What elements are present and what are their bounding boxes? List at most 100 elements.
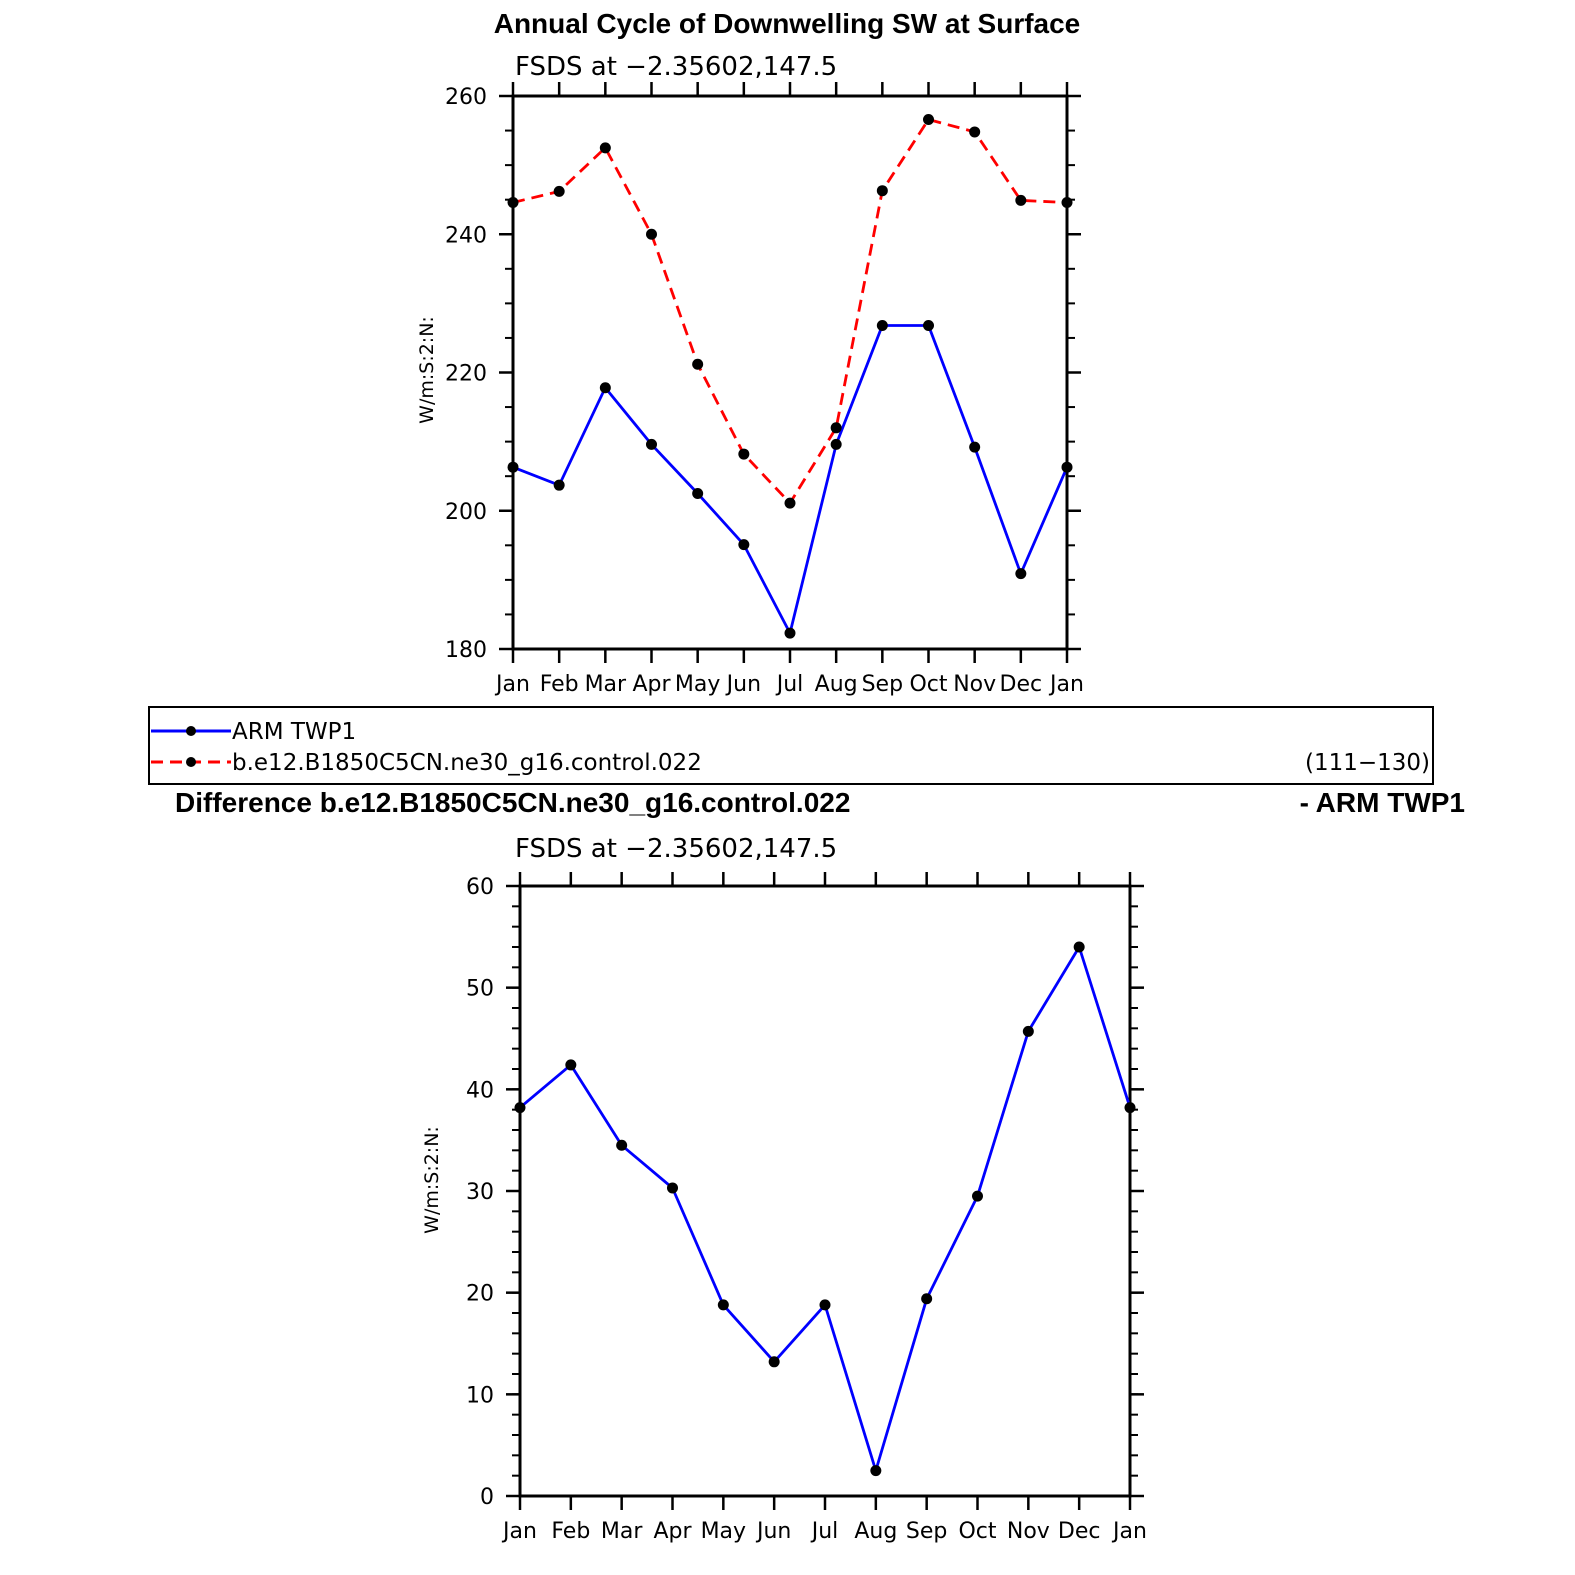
data-point (830, 422, 842, 434)
series-line-0 (512, 324, 1069, 635)
panel-annual-cycle: Annual Cycle of Downwelling SW at Surfac… (416, 8, 1084, 697)
y-tick-label: 20 (466, 1282, 494, 1307)
y-tick-label: 260 (445, 85, 487, 110)
series-line-0 (519, 945, 1132, 1472)
data-point (876, 319, 888, 331)
y-tick-label: 200 (445, 500, 487, 525)
data-point (1015, 568, 1027, 580)
data-point (646, 438, 657, 450)
x-tick-label: Mar (585, 672, 627, 697)
plot-area-difference: Jan Feb Mar Apr May Jun Jul Aug Sep Oct Nov Dec Jan 0… (466, 872, 1147, 1544)
y-tick-label: 10 (466, 1383, 494, 1408)
y-tick-label: 220 (445, 362, 487, 387)
difference-title-right: - ARM TWP1 (1300, 787, 1465, 818)
data-point (870, 1465, 882, 1477)
legend-marker-arm (186, 726, 196, 736)
data-point (514, 1102, 526, 1114)
data-point (565, 1059, 577, 1071)
y-tick-label: 240 (445, 223, 487, 248)
data-point (1073, 941, 1085, 953)
x-tick-label: May (701, 1519, 746, 1544)
data-point (830, 438, 842, 450)
legend-marker-model (186, 757, 196, 767)
data-point (1061, 196, 1073, 208)
data-point (553, 185, 565, 197)
chart-subtitle: FSDS at −2.35602,147.5 (515, 52, 837, 82)
data-point (784, 627, 796, 639)
data-point (1061, 461, 1073, 473)
legend-label-arm: ARM TWP1 (232, 719, 356, 745)
plot-area-annual-cycle: Jan Feb Mar Apr May Jun Jul Aug Sep Oct Nov Dec Jan1… (445, 82, 1084, 697)
data-point (738, 539, 750, 551)
data-point (1124, 1102, 1136, 1114)
data-point (784, 497, 796, 509)
data-point (876, 185, 888, 197)
data-point (738, 448, 750, 460)
legend: ARM TWP1 b.e12.B1850C5CN.ne30_g16.contro… (148, 706, 1434, 785)
legend-label-model: b.e12.B1850C5CN.ne30_g16.control.022 (232, 750, 702, 776)
x-tick-label: Jul (810, 1519, 839, 1544)
data-point (923, 114, 934, 126)
y-tick-label: 40 (466, 1078, 494, 1103)
data-point (1022, 1025, 1034, 1037)
x-tick-label: Aug (815, 672, 858, 697)
data-point (921, 1293, 933, 1305)
x-tick-label: Nov (1007, 1519, 1050, 1544)
y-tick-label: 30 (466, 1180, 494, 1205)
x-tick-label: Jan (1111, 1519, 1147, 1544)
y-axis-label: W/m:S:2:N: (416, 316, 438, 424)
plot-frame (518, 884, 1132, 1498)
x-tick-label: Feb (551, 1519, 590, 1544)
data-point (969, 441, 981, 453)
x-tick-label: Dec (1000, 672, 1043, 697)
chart-title: Annual Cycle of Downwelling SW at Surfac… (494, 8, 1081, 39)
y-tick-label: 50 (466, 977, 494, 1002)
difference-title: Difference b.e12.B1850C5CN.ne30_g16.cont… (175, 787, 850, 818)
difference-subtitle: FSDS at −2.35602,147.5 (515, 834, 837, 864)
x-tick-label: May (675, 672, 720, 697)
plot-frame (511, 94, 1069, 651)
data-point (819, 1299, 831, 1311)
x-tick-label: Sep (906, 1519, 947, 1544)
data-point (969, 126, 981, 138)
y-tick-label: 0 (480, 1485, 494, 1510)
data-point (1015, 194, 1027, 206)
x-tick-label: Dec (1058, 1519, 1101, 1544)
x-tick-label: Oct (958, 1519, 996, 1544)
x-tick-label: Jan (1048, 672, 1084, 697)
x-tick-label: Jan (501, 1519, 537, 1544)
x-tick-label: Mar (601, 1519, 643, 1544)
y-tick-label: 60 (466, 875, 494, 900)
data-point (507, 461, 519, 473)
x-tick-label: Jul (775, 672, 804, 697)
legend-entry-model: b.e12.B1850C5CN.ne30_g16.control.022 (151, 750, 702, 776)
panel-difference: Difference b.e12.B1850C5CN.ne30_g16.cont… (175, 787, 1465, 1544)
legend-entry-arm: ARM TWP1 (151, 719, 356, 745)
x-tick-label: Apr (632, 672, 671, 697)
y-tick-label: 180 (445, 638, 487, 663)
data-point (768, 1356, 780, 1368)
data-point (923, 319, 934, 331)
data-point (717, 1299, 729, 1311)
difference-y-axis-label: W/m:S:2:N: (421, 1126, 443, 1234)
data-point (972, 1190, 983, 1202)
legend-years: (111−130) (1305, 750, 1430, 776)
data-point (692, 487, 704, 499)
data-point (692, 358, 704, 370)
data-point (646, 228, 657, 240)
x-tick-label: Sep (862, 672, 903, 697)
x-tick-label: Jun (725, 672, 761, 697)
legend-box (148, 706, 1434, 785)
data-point (599, 382, 611, 394)
x-tick-label: Nov (953, 672, 996, 697)
data-point (599, 142, 611, 154)
x-tick-label: Feb (540, 672, 579, 697)
data-point (667, 1182, 678, 1194)
x-tick-label: Oct (909, 672, 947, 697)
x-tick-label: Apr (653, 1519, 692, 1544)
data-point (616, 1139, 628, 1151)
data-point (553, 479, 565, 491)
data-point (507, 196, 519, 208)
x-tick-label: Aug (854, 1519, 897, 1544)
